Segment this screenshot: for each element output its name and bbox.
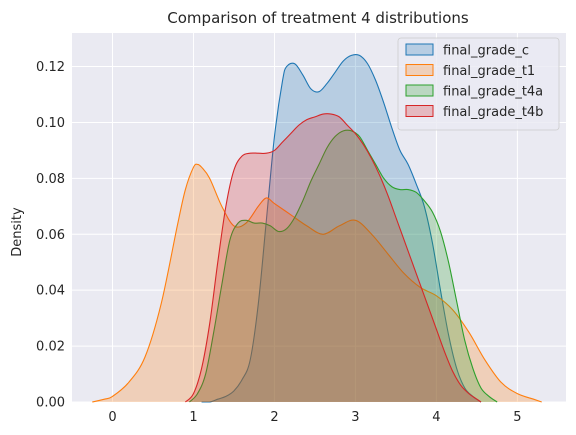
legend-swatch [405,64,434,76]
x-tick-label: 2 [270,410,278,425]
density-line-final_grade_t1 [92,163,542,403]
legend-box [397,37,560,131]
y-tick-label: 0.12 [36,60,65,75]
x-tick-labels: 0 1 2 3 4 5 [108,410,521,425]
density-area-final_grade_t4b [185,113,481,402]
legend-swatch [405,84,434,97]
y-axis-label: Density [10,207,25,257]
density-area-final_grade_c [201,54,481,403]
legend-label: final_grade_t4b [443,105,543,120]
chart-title: Comparison of treatment 4 distributions [167,9,469,27]
legend-swatch [405,43,434,56]
x-tick-label: 4 [432,410,440,425]
legend-label: final_grade_c [443,44,529,59]
y-tick-label: 0.10 [36,116,65,131]
x-tick-label: 0 [108,410,116,425]
density-line-final_grade_c [201,53,482,403]
density-areas [92,53,542,403]
y-tick-label: 0.08 [36,172,65,187]
y-tick-labels: 0.00 0.02 0.04 0.06 0.08 0.10 0.12 [36,60,65,410]
x-tick-label: 5 [513,410,521,425]
y-tick-label: 0.00 [36,396,65,411]
grid [72,33,566,403]
density-line-final_grade_t4b [184,113,482,403]
x-tick-label: 3 [351,410,359,425]
density-area-final_grade_t1 [92,164,542,402]
legend: final_grade_c final_grade_t1 final_grade_t… [397,37,560,131]
y-tick-label: 0.04 [36,284,65,299]
y-tick-label: 0.06 [36,228,65,243]
legend-label: final_grade_t4a [443,85,543,100]
density-area-final_grade_t4a [189,130,498,402]
legend-label: final_grade_t1 [443,64,535,79]
legend-swatch [405,105,434,117]
y-tick-label: 0.02 [36,340,65,355]
x-tick-label: 1 [189,410,197,425]
density-line-final_grade_t4a [189,129,498,403]
